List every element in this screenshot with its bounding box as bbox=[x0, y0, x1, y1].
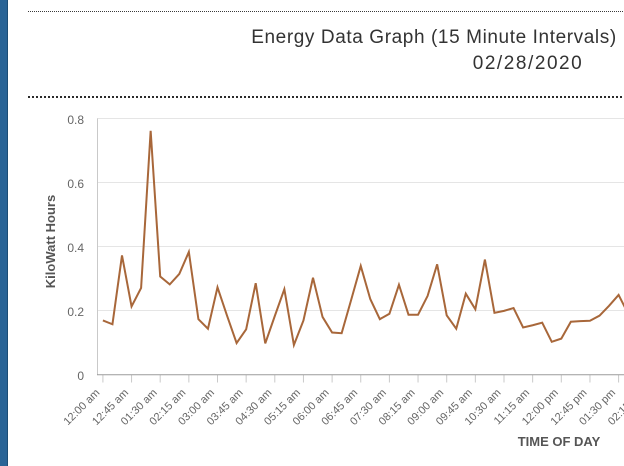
svg-text:0.6: 0.6 bbox=[67, 177, 84, 191]
svg-text:0.2: 0.2 bbox=[67, 305, 84, 319]
svg-text:0: 0 bbox=[77, 369, 84, 383]
svg-text:0.8: 0.8 bbox=[67, 113, 84, 127]
svg-text:TIME OF DAY: TIME OF DAY bbox=[518, 434, 601, 449]
svg-text:KiloWatt Hours: KiloWatt Hours bbox=[43, 195, 58, 288]
svg-text:0.4: 0.4 bbox=[67, 241, 84, 255]
